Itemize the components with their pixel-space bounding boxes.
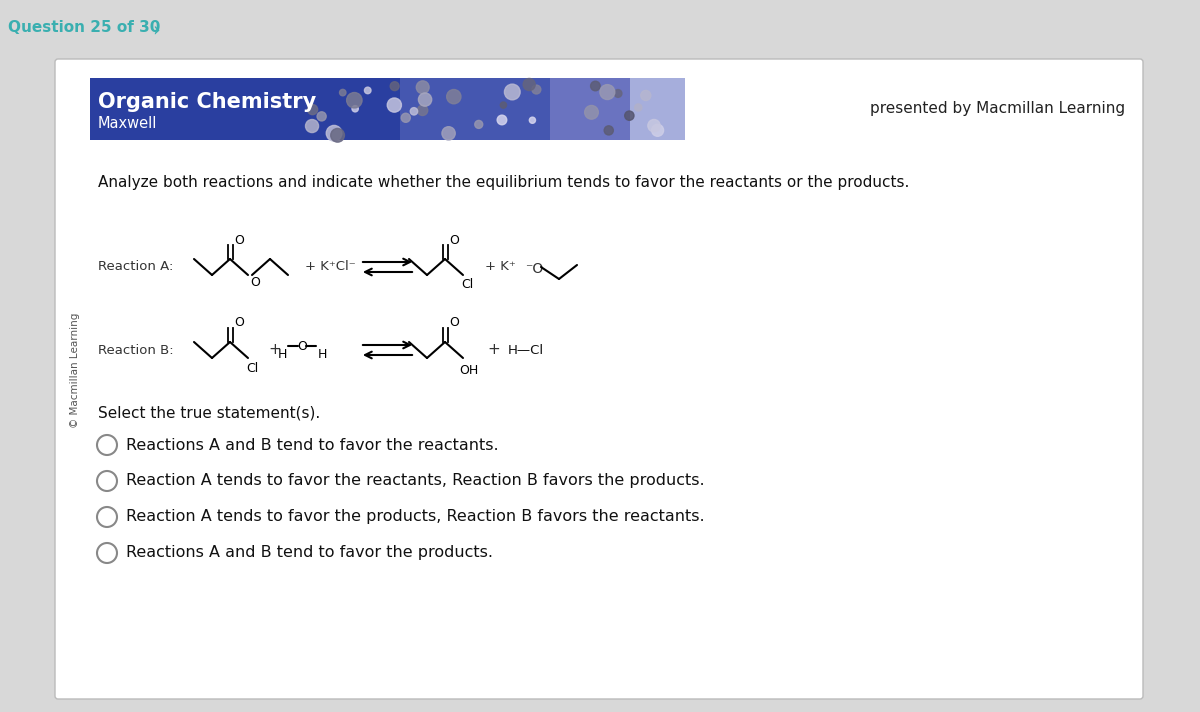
Text: Reactions A and B tend to favor the products.: Reactions A and B tend to favor the prod… (126, 545, 493, 560)
Circle shape (390, 82, 400, 90)
Text: +: + (487, 342, 499, 357)
Text: + K⁺Cl⁻: + K⁺Cl⁻ (305, 261, 355, 273)
Circle shape (648, 120, 660, 132)
Text: + K⁺: + K⁺ (485, 261, 516, 273)
Circle shape (635, 104, 642, 111)
Text: Reactions A and B tend to favor the reactants.: Reactions A and B tend to favor the reac… (126, 437, 499, 453)
Text: H—Cl: H—Cl (508, 343, 544, 357)
Circle shape (418, 105, 427, 115)
Text: O: O (449, 234, 458, 246)
Circle shape (500, 102, 506, 108)
Text: Reaction A tends to favor the reactants, Reaction B favors the products.: Reaction A tends to favor the reactants,… (126, 473, 704, 488)
Text: O: O (298, 340, 307, 352)
Circle shape (497, 115, 506, 125)
Circle shape (307, 105, 318, 115)
Text: Analyze both reactions and indicate whether the equilibrium tends to favor the r: Analyze both reactions and indicate whet… (98, 175, 910, 190)
Text: presented by Macmillan Learning: presented by Macmillan Learning (870, 102, 1126, 117)
Text: O: O (250, 276, 260, 290)
Circle shape (317, 112, 326, 121)
Circle shape (347, 93, 362, 108)
Circle shape (401, 113, 410, 122)
Circle shape (532, 85, 541, 94)
Circle shape (600, 85, 614, 100)
Text: +: + (268, 342, 281, 357)
Circle shape (475, 120, 482, 128)
Text: Reaction A tends to favor the products, Reaction B favors the reactants.: Reaction A tends to favor the products, … (126, 510, 704, 525)
Circle shape (604, 126, 613, 135)
Text: Reaction B:: Reaction B: (98, 343, 174, 357)
Circle shape (388, 98, 402, 112)
Circle shape (529, 117, 535, 123)
Circle shape (419, 93, 432, 106)
Text: Reaction A:: Reaction A: (98, 261, 173, 273)
Text: Maxwell: Maxwell (98, 117, 157, 132)
Circle shape (523, 78, 535, 90)
Circle shape (446, 90, 461, 104)
Circle shape (652, 125, 664, 136)
Circle shape (410, 108, 418, 115)
Text: ⁻O: ⁻O (526, 262, 544, 276)
Circle shape (340, 90, 346, 96)
Text: O: O (449, 317, 458, 330)
Text: Organic Chemistry: Organic Chemistry (98, 92, 317, 112)
Circle shape (365, 87, 371, 94)
Text: Question 25 of 30: Question 25 of 30 (8, 20, 161, 35)
Text: H: H (317, 347, 326, 360)
Circle shape (614, 90, 622, 98)
FancyBboxPatch shape (630, 78, 685, 140)
Text: Cl: Cl (246, 362, 258, 375)
Circle shape (625, 111, 634, 120)
Circle shape (590, 81, 600, 91)
FancyBboxPatch shape (550, 78, 685, 140)
Text: H: H (277, 347, 287, 360)
FancyBboxPatch shape (90, 78, 685, 140)
Text: © Macmillan Learning: © Macmillan Learning (70, 313, 80, 428)
Circle shape (326, 125, 342, 141)
Circle shape (352, 105, 359, 112)
Circle shape (331, 128, 344, 142)
Text: O: O (234, 234, 244, 246)
Circle shape (584, 105, 599, 119)
Circle shape (504, 84, 520, 100)
Text: O: O (234, 317, 244, 330)
Circle shape (641, 90, 650, 100)
FancyBboxPatch shape (55, 59, 1142, 699)
Circle shape (416, 81, 430, 94)
Text: Select the true statement(s).: Select the true statement(s). (98, 405, 320, 420)
Circle shape (442, 127, 455, 140)
FancyBboxPatch shape (400, 78, 685, 140)
Text: ›: › (152, 20, 160, 39)
Text: Cl: Cl (461, 278, 473, 291)
Circle shape (306, 120, 318, 132)
Text: OH: OH (458, 364, 479, 377)
